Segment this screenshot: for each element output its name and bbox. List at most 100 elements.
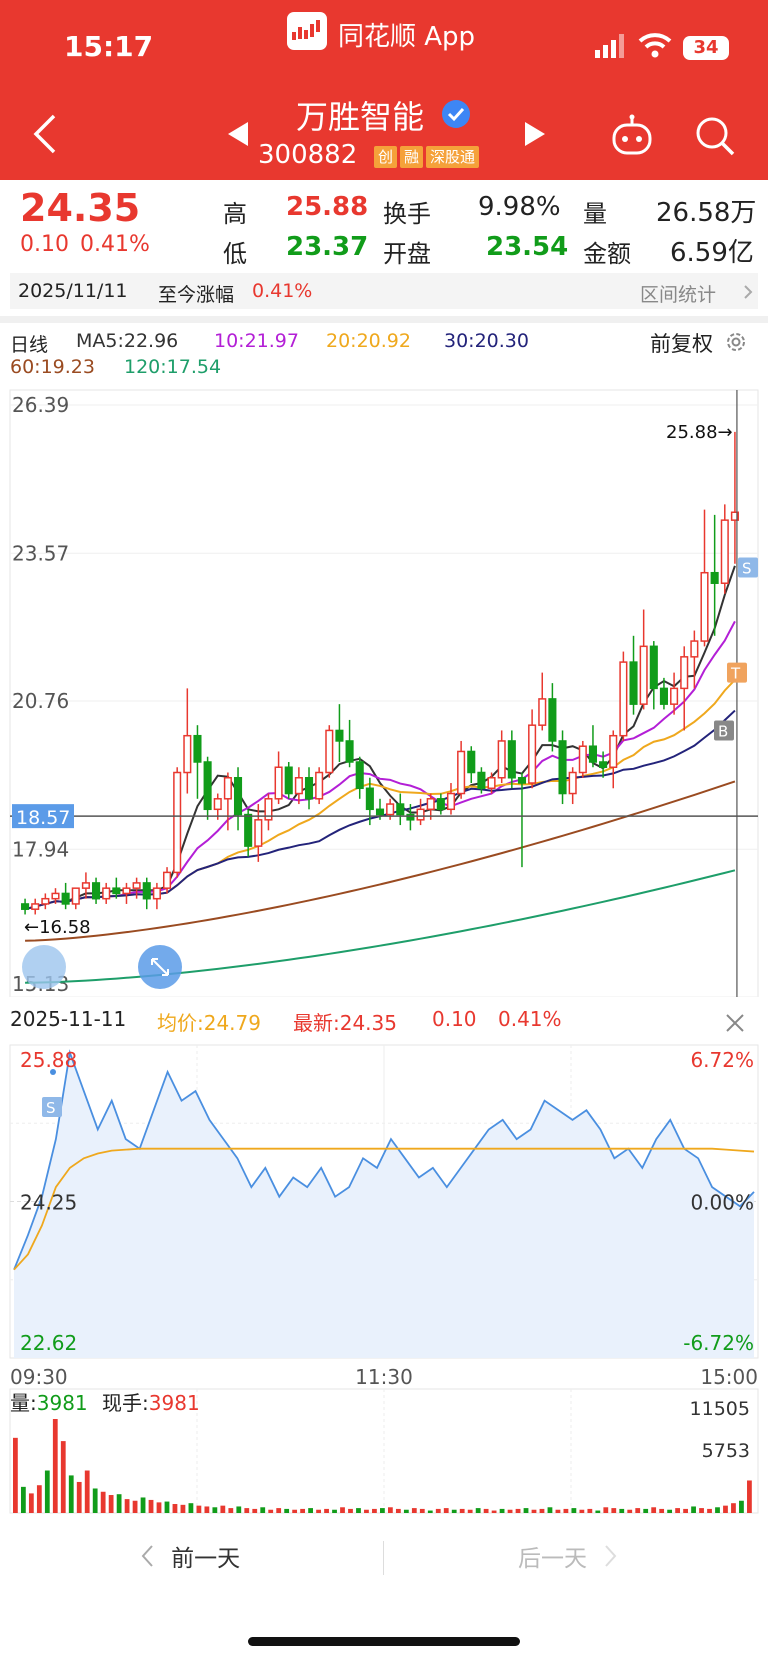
volume-bar bbox=[451, 1509, 457, 1513]
volume-chart[interactable]: 11505 5753 bbox=[0, 1385, 768, 1515]
volume-bar bbox=[228, 1508, 234, 1513]
volume-bar bbox=[691, 1506, 696, 1513]
hand-label: 现手: bbox=[102, 1391, 149, 1415]
volume-bar bbox=[635, 1508, 641, 1513]
volume-bar bbox=[276, 1508, 282, 1513]
candle bbox=[173, 771, 182, 874]
app-header: 15:17 同花顺 App 34 万胜智能 300882 创融深股通 bbox=[0, 0, 768, 180]
candle bbox=[457, 750, 466, 795]
y-tick-label: 24.25 bbox=[20, 1191, 77, 1215]
candle bbox=[233, 777, 243, 816]
trade-badge bbox=[727, 662, 747, 683]
volume-bar bbox=[627, 1509, 633, 1513]
candle bbox=[720, 519, 729, 584]
candle bbox=[386, 803, 395, 816]
candle bbox=[193, 734, 202, 763]
volume-bar bbox=[667, 1509, 673, 1513]
volume-bar bbox=[172, 1504, 178, 1513]
robot-icon[interactable] bbox=[610, 114, 654, 158]
kline-chart[interactable]: 26.3923.5720.7617.9415.1318.5725.88→←16.… bbox=[0, 385, 768, 997]
volume-bar bbox=[180, 1504, 186, 1513]
volume-bar bbox=[60, 1441, 66, 1513]
volume-info-value: 3981 bbox=[36, 1391, 88, 1415]
status-time: 15:17 bbox=[64, 30, 154, 63]
volume-bar bbox=[156, 1502, 162, 1513]
amount-label: 金额 bbox=[583, 240, 631, 268]
candle bbox=[304, 777, 314, 800]
price-change-pct: 0.41% bbox=[80, 232, 150, 257]
candle bbox=[31, 903, 40, 910]
price-area bbox=[14, 1052, 754, 1358]
volume-bar bbox=[348, 1508, 353, 1513]
candle bbox=[528, 724, 537, 784]
volume-bar bbox=[308, 1508, 313, 1513]
volume-bar bbox=[499, 1508, 505, 1513]
volume-bar bbox=[395, 1508, 401, 1513]
volume-bar bbox=[260, 1507, 266, 1513]
low-value: 23.37 bbox=[286, 232, 369, 262]
nav-divider bbox=[383, 1541, 384, 1575]
candle bbox=[649, 645, 658, 690]
candle bbox=[446, 792, 456, 811]
volume-bar bbox=[555, 1509, 561, 1513]
volume-bar bbox=[196, 1505, 202, 1513]
next-day-button[interactable]: 后一天 bbox=[518, 1539, 618, 1579]
home-indicator bbox=[248, 1637, 520, 1646]
volume-bar bbox=[380, 1508, 385, 1513]
intraday-chart[interactable]: 25.88 24.25 22.62 6.72% 0.00% -6.72% 09:30 11:3… bbox=[0, 1040, 768, 1392]
last-price: 24.35 bbox=[20, 186, 141, 230]
search-icon[interactable] bbox=[693, 114, 737, 158]
stock-tags: 创融深股通 bbox=[374, 146, 482, 168]
volume-bar bbox=[475, 1508, 481, 1513]
candle bbox=[284, 766, 293, 795]
volume-label: 量 bbox=[583, 200, 607, 228]
candle bbox=[355, 761, 364, 790]
candle bbox=[568, 771, 577, 795]
range-stats-link[interactable]: 区间统计 bbox=[640, 284, 717, 306]
volume-bar bbox=[427, 1510, 433, 1513]
chevron-left-icon bbox=[141, 1545, 153, 1567]
candle bbox=[538, 698, 547, 726]
y-tick-label-pct: -6.72% bbox=[683, 1331, 754, 1355]
back-icon[interactable] bbox=[30, 112, 60, 156]
volume-bar bbox=[212, 1507, 218, 1513]
candle bbox=[325, 729, 334, 774]
x-tick-label: 09:30 bbox=[10, 1365, 68, 1389]
ma-legend-ma20: 20:20.92 bbox=[326, 330, 411, 352]
candle bbox=[345, 740, 354, 763]
volume-bar bbox=[747, 1480, 752, 1513]
candle bbox=[629, 661, 638, 705]
candle bbox=[142, 882, 151, 900]
adjust-mode-button[interactable]: 前复权 bbox=[650, 332, 713, 356]
prev-stock-button[interactable] bbox=[226, 120, 250, 148]
trade-badge bbox=[714, 720, 734, 741]
volume-bar bbox=[164, 1501, 170, 1513]
volume-bar bbox=[571, 1508, 577, 1513]
candle bbox=[183, 734, 192, 774]
volume-bar bbox=[364, 1509, 369, 1513]
candle bbox=[203, 761, 212, 811]
candle bbox=[335, 729, 344, 742]
candle bbox=[375, 808, 385, 816]
close-icon[interactable] bbox=[724, 1012, 746, 1034]
volume-info-label: 量: bbox=[10, 1391, 37, 1415]
candle bbox=[406, 813, 415, 821]
prev-day-button[interactable]: 前一天 bbox=[140, 1539, 240, 1579]
next-stock-button[interactable] bbox=[523, 120, 547, 148]
low-label: 低 bbox=[223, 240, 247, 268]
candle bbox=[213, 798, 222, 811]
y-tick-label: 26.39 bbox=[12, 393, 69, 417]
volume-bar bbox=[28, 1493, 34, 1513]
kline-period[interactable]: 日线 bbox=[10, 334, 49, 356]
y-tick-label: 22.62 bbox=[20, 1331, 77, 1355]
turnover-label: 换手 bbox=[383, 200, 431, 228]
y-tick-label-pct: 6.72% bbox=[690, 1048, 754, 1072]
battery-level: 34 bbox=[693, 37, 719, 58]
range-bar[interactable]: 2025/11/11 至今涨幅 0.41% 区间统计 bbox=[10, 273, 758, 309]
candle bbox=[426, 798, 435, 811]
candle bbox=[497, 740, 506, 779]
volume-bar bbox=[252, 1508, 258, 1513]
candle bbox=[61, 892, 70, 905]
ma-legend-ma30: 30:20.30 bbox=[444, 330, 529, 352]
gear-icon[interactable] bbox=[724, 330, 748, 354]
